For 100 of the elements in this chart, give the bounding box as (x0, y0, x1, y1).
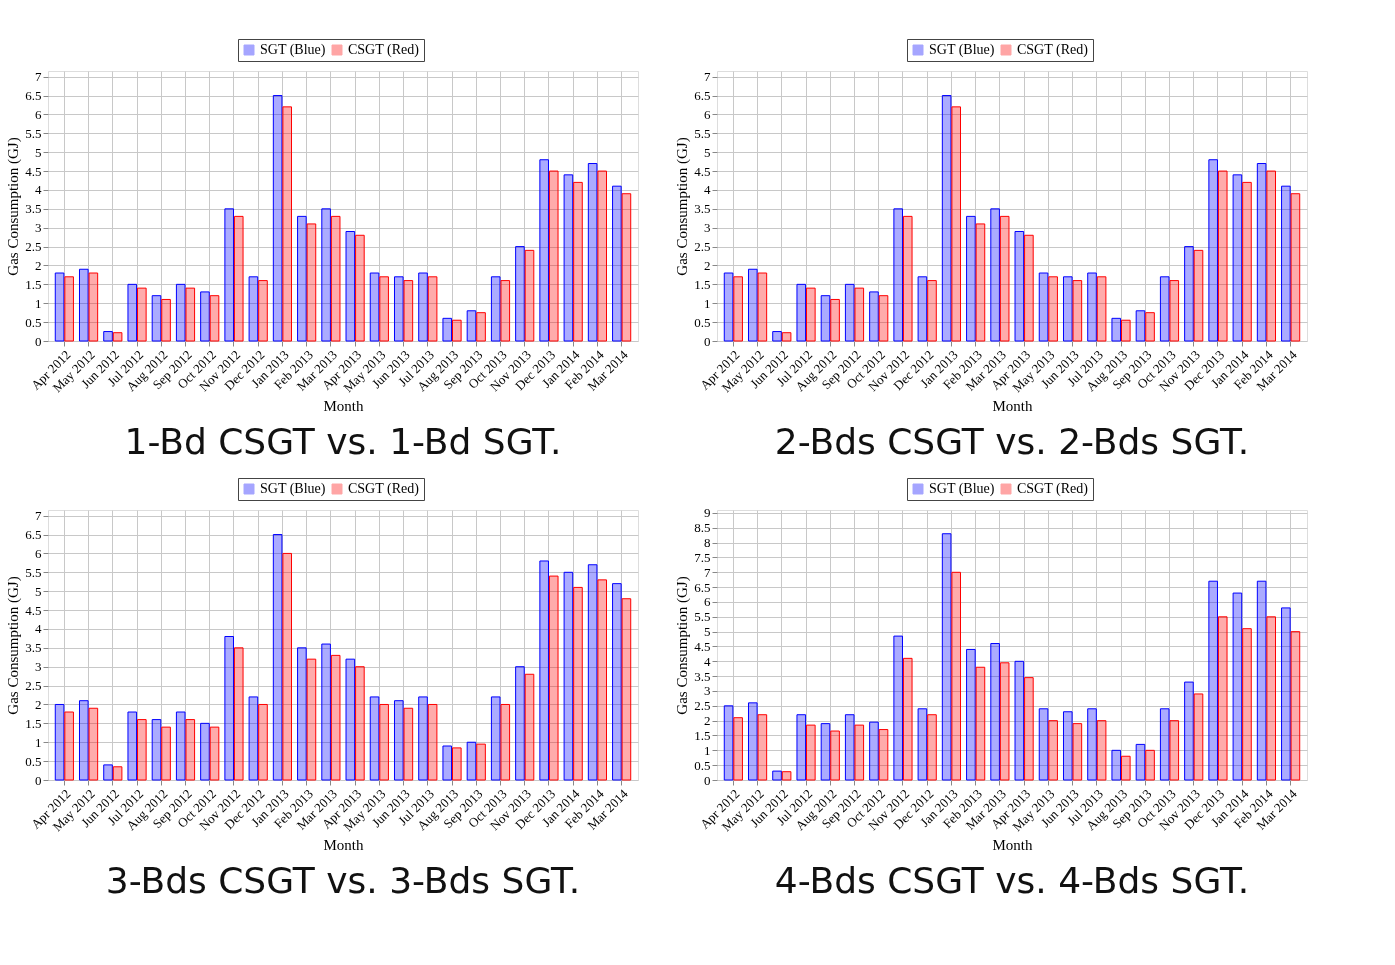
y-tick-label: 2 (35, 257, 42, 273)
bar (587, 564, 598, 781)
y-tick-label: 3 (35, 220, 42, 236)
bar (539, 159, 549, 342)
bar (1242, 628, 1252, 781)
y-tick-label: 2 (704, 257, 711, 273)
y-tick-label: 4.5 (25, 602, 42, 618)
bar (621, 193, 632, 342)
bar (878, 729, 889, 781)
bar (869, 291, 879, 342)
x-axis-title: Month (323, 398, 364, 415)
bar (330, 215, 341, 342)
bar (621, 598, 632, 781)
bar (1266, 170, 1276, 342)
bar (1145, 312, 1155, 342)
bar (975, 666, 986, 781)
y-tick-label: 6.5 (25, 527, 42, 543)
bar (355, 666, 365, 781)
bar (224, 636, 234, 781)
bar (1038, 708, 1049, 781)
y-tick-label: 1.5 (694, 727, 711, 743)
bar (127, 283, 138, 342)
bar (345, 658, 356, 781)
x-axis-title: Month (992, 398, 1033, 415)
bar (306, 223, 317, 342)
bar (927, 280, 937, 342)
bar (597, 579, 607, 781)
bar (772, 770, 782, 781)
x-axis-title: Month (323, 837, 364, 854)
bar (54, 272, 65, 342)
bar (597, 170, 607, 342)
y-tick-label: 4.5 (25, 163, 42, 179)
y-tick-label: 0 (35, 772, 42, 788)
bar (175, 711, 186, 781)
bar (893, 635, 903, 781)
bar (321, 208, 331, 342)
y-tick-label: 0.5 (25, 753, 42, 769)
bar (1038, 272, 1049, 342)
legend-label: CSGT (Red) (1017, 42, 1089, 58)
bar (539, 560, 549, 781)
bar (1208, 159, 1218, 342)
bar (1024, 677, 1034, 781)
legend-label: SGT (Blue) (260, 42, 326, 58)
bar (1014, 230, 1025, 342)
bar (248, 696, 259, 781)
text: 2-Bds CSGT vs. 2-Bds SGT. (774, 420, 1250, 462)
y-tick-label: 7 (35, 69, 42, 85)
y-tick-label: 1 (35, 295, 42, 311)
bar (442, 745, 453, 781)
bar (1217, 170, 1228, 342)
y-tick-label: 2 (35, 696, 42, 712)
y-tick-label: 7 (704, 69, 711, 85)
bar (393, 276, 404, 342)
bar (844, 714, 855, 781)
y-tick-label: 5.5 (25, 564, 42, 580)
bar (1184, 246, 1194, 342)
bar (1256, 163, 1267, 342)
bar (306, 658, 317, 781)
y-tick-label: 3 (704, 683, 711, 699)
bar (723, 705, 734, 781)
bar (1062, 276, 1073, 342)
bar (796, 714, 807, 781)
y-tick-label: 1.5 (25, 715, 42, 731)
bar (990, 643, 1000, 781)
bar (757, 714, 768, 781)
bar (248, 276, 259, 342)
bar (781, 332, 792, 342)
bar (185, 719, 196, 781)
bar (524, 249, 535, 342)
y-tick-label: 3.5 (25, 201, 42, 217)
y-tick-label: 2.5 (25, 239, 42, 255)
bar (1111, 749, 1122, 781)
bar (103, 331, 113, 342)
bar (951, 571, 962, 781)
bar (185, 287, 196, 342)
bar (548, 575, 559, 781)
bar (1159, 708, 1170, 781)
bar (88, 707, 99, 781)
y-tick-label: 5.5 (694, 125, 711, 141)
bar (54, 703, 65, 781)
bar (1121, 755, 1131, 781)
bar (466, 310, 477, 342)
bar (573, 181, 583, 342)
bar (369, 696, 380, 781)
y-tick-label: 5.5 (25, 125, 42, 141)
y-tick-label: 6 (704, 106, 711, 122)
bar (1111, 317, 1122, 342)
bar (966, 215, 976, 342)
bar (1266, 616, 1276, 781)
bar (297, 215, 307, 342)
y-tick-label: 6 (35, 545, 42, 561)
bar (902, 215, 913, 342)
bar (330, 654, 341, 781)
y-tick-label: 6.5 (25, 88, 42, 104)
bar (844, 283, 855, 342)
y-tick-label: 3.5 (25, 640, 42, 656)
bar (1024, 234, 1034, 342)
bar (748, 702, 758, 781)
bar (272, 95, 283, 342)
bar (524, 673, 535, 781)
